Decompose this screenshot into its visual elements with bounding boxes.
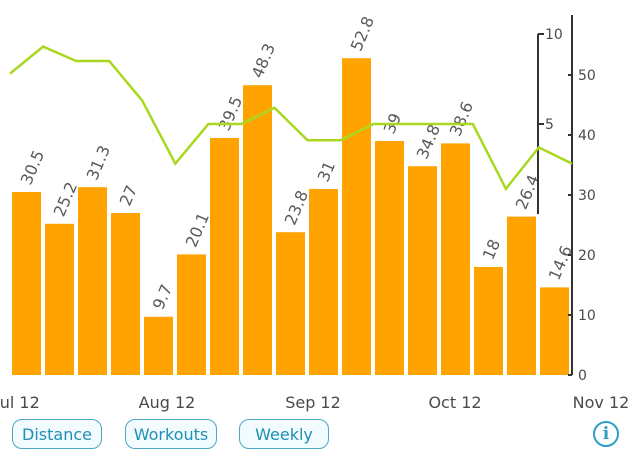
chart: 30.525.231.327 9.7 20.1 39.548.3 23.831 52.8 3…	[0, 14, 629, 412]
y-tick-label: 40	[578, 128, 596, 144]
bar	[210, 138, 239, 375]
data-label: 20.1	[182, 210, 213, 250]
data-label: 27	[116, 182, 141, 208]
data-label: 39.5	[215, 93, 246, 133]
y-tick-label: 50	[578, 68, 596, 84]
x-tick-label: Sep 12	[285, 393, 341, 412]
bar	[177, 254, 206, 375]
line-series	[9, 45, 573, 192]
x-tick-label: Oct 12	[428, 393, 481, 412]
secondary-tick-label: 10	[545, 27, 563, 43]
x-tick-label: Nov 12	[573, 393, 630, 412]
weekly-button[interactable]: Weekly	[239, 419, 329, 449]
bar	[540, 287, 569, 375]
workouts-button[interactable]: Workouts	[125, 419, 217, 449]
x-axis-ticks: Jul 12 Aug 12 Sep 12 Oct 12 Nov 12	[0, 393, 629, 412]
data-label: 48.3	[248, 41, 279, 81]
data-label: 38.6	[446, 99, 477, 139]
data-label: 23.8	[281, 188, 312, 228]
info-icon[interactable]: i	[593, 421, 619, 447]
bar	[408, 166, 437, 375]
bars	[12, 58, 569, 375]
x-tick-label: Aug 12	[139, 393, 196, 412]
y-tick-label: 0	[578, 368, 587, 384]
bar	[375, 141, 404, 375]
data-label: 52.8	[347, 14, 378, 54]
y-tick-label: 20	[578, 248, 596, 264]
bar	[276, 232, 305, 375]
secondary-axis: 5 10	[537, 27, 563, 214]
bar	[45, 223, 74, 375]
bar	[507, 216, 536, 375]
y-axis-ticks: 0 10 20 30 40 50	[568, 15, 596, 384]
bar	[474, 267, 503, 375]
data-label: 25.2	[50, 179, 81, 219]
secondary-tick-label: 5	[545, 117, 554, 133]
y-tick-label: 30	[578, 188, 596, 204]
chart-controls: Distance Workouts Weekly i	[0, 419, 640, 453]
distance-button[interactable]: Distance	[12, 419, 102, 449]
bar	[309, 189, 338, 375]
bar	[144, 316, 173, 375]
bar	[12, 192, 41, 375]
data-label: 30.5	[17, 147, 48, 187]
data-label: 18	[479, 236, 504, 262]
bar	[243, 85, 272, 375]
data-label: 31.3	[83, 143, 114, 183]
bar	[441, 143, 470, 375]
bar	[342, 58, 371, 375]
data-label: 34.8	[413, 122, 444, 162]
data-label: 31	[314, 158, 339, 184]
bar	[78, 187, 107, 375]
bar	[111, 213, 140, 375]
x-tick-label: Jul 12	[0, 393, 40, 412]
y-tick-label: 10	[578, 308, 596, 324]
data-label: 9.7	[149, 282, 176, 313]
